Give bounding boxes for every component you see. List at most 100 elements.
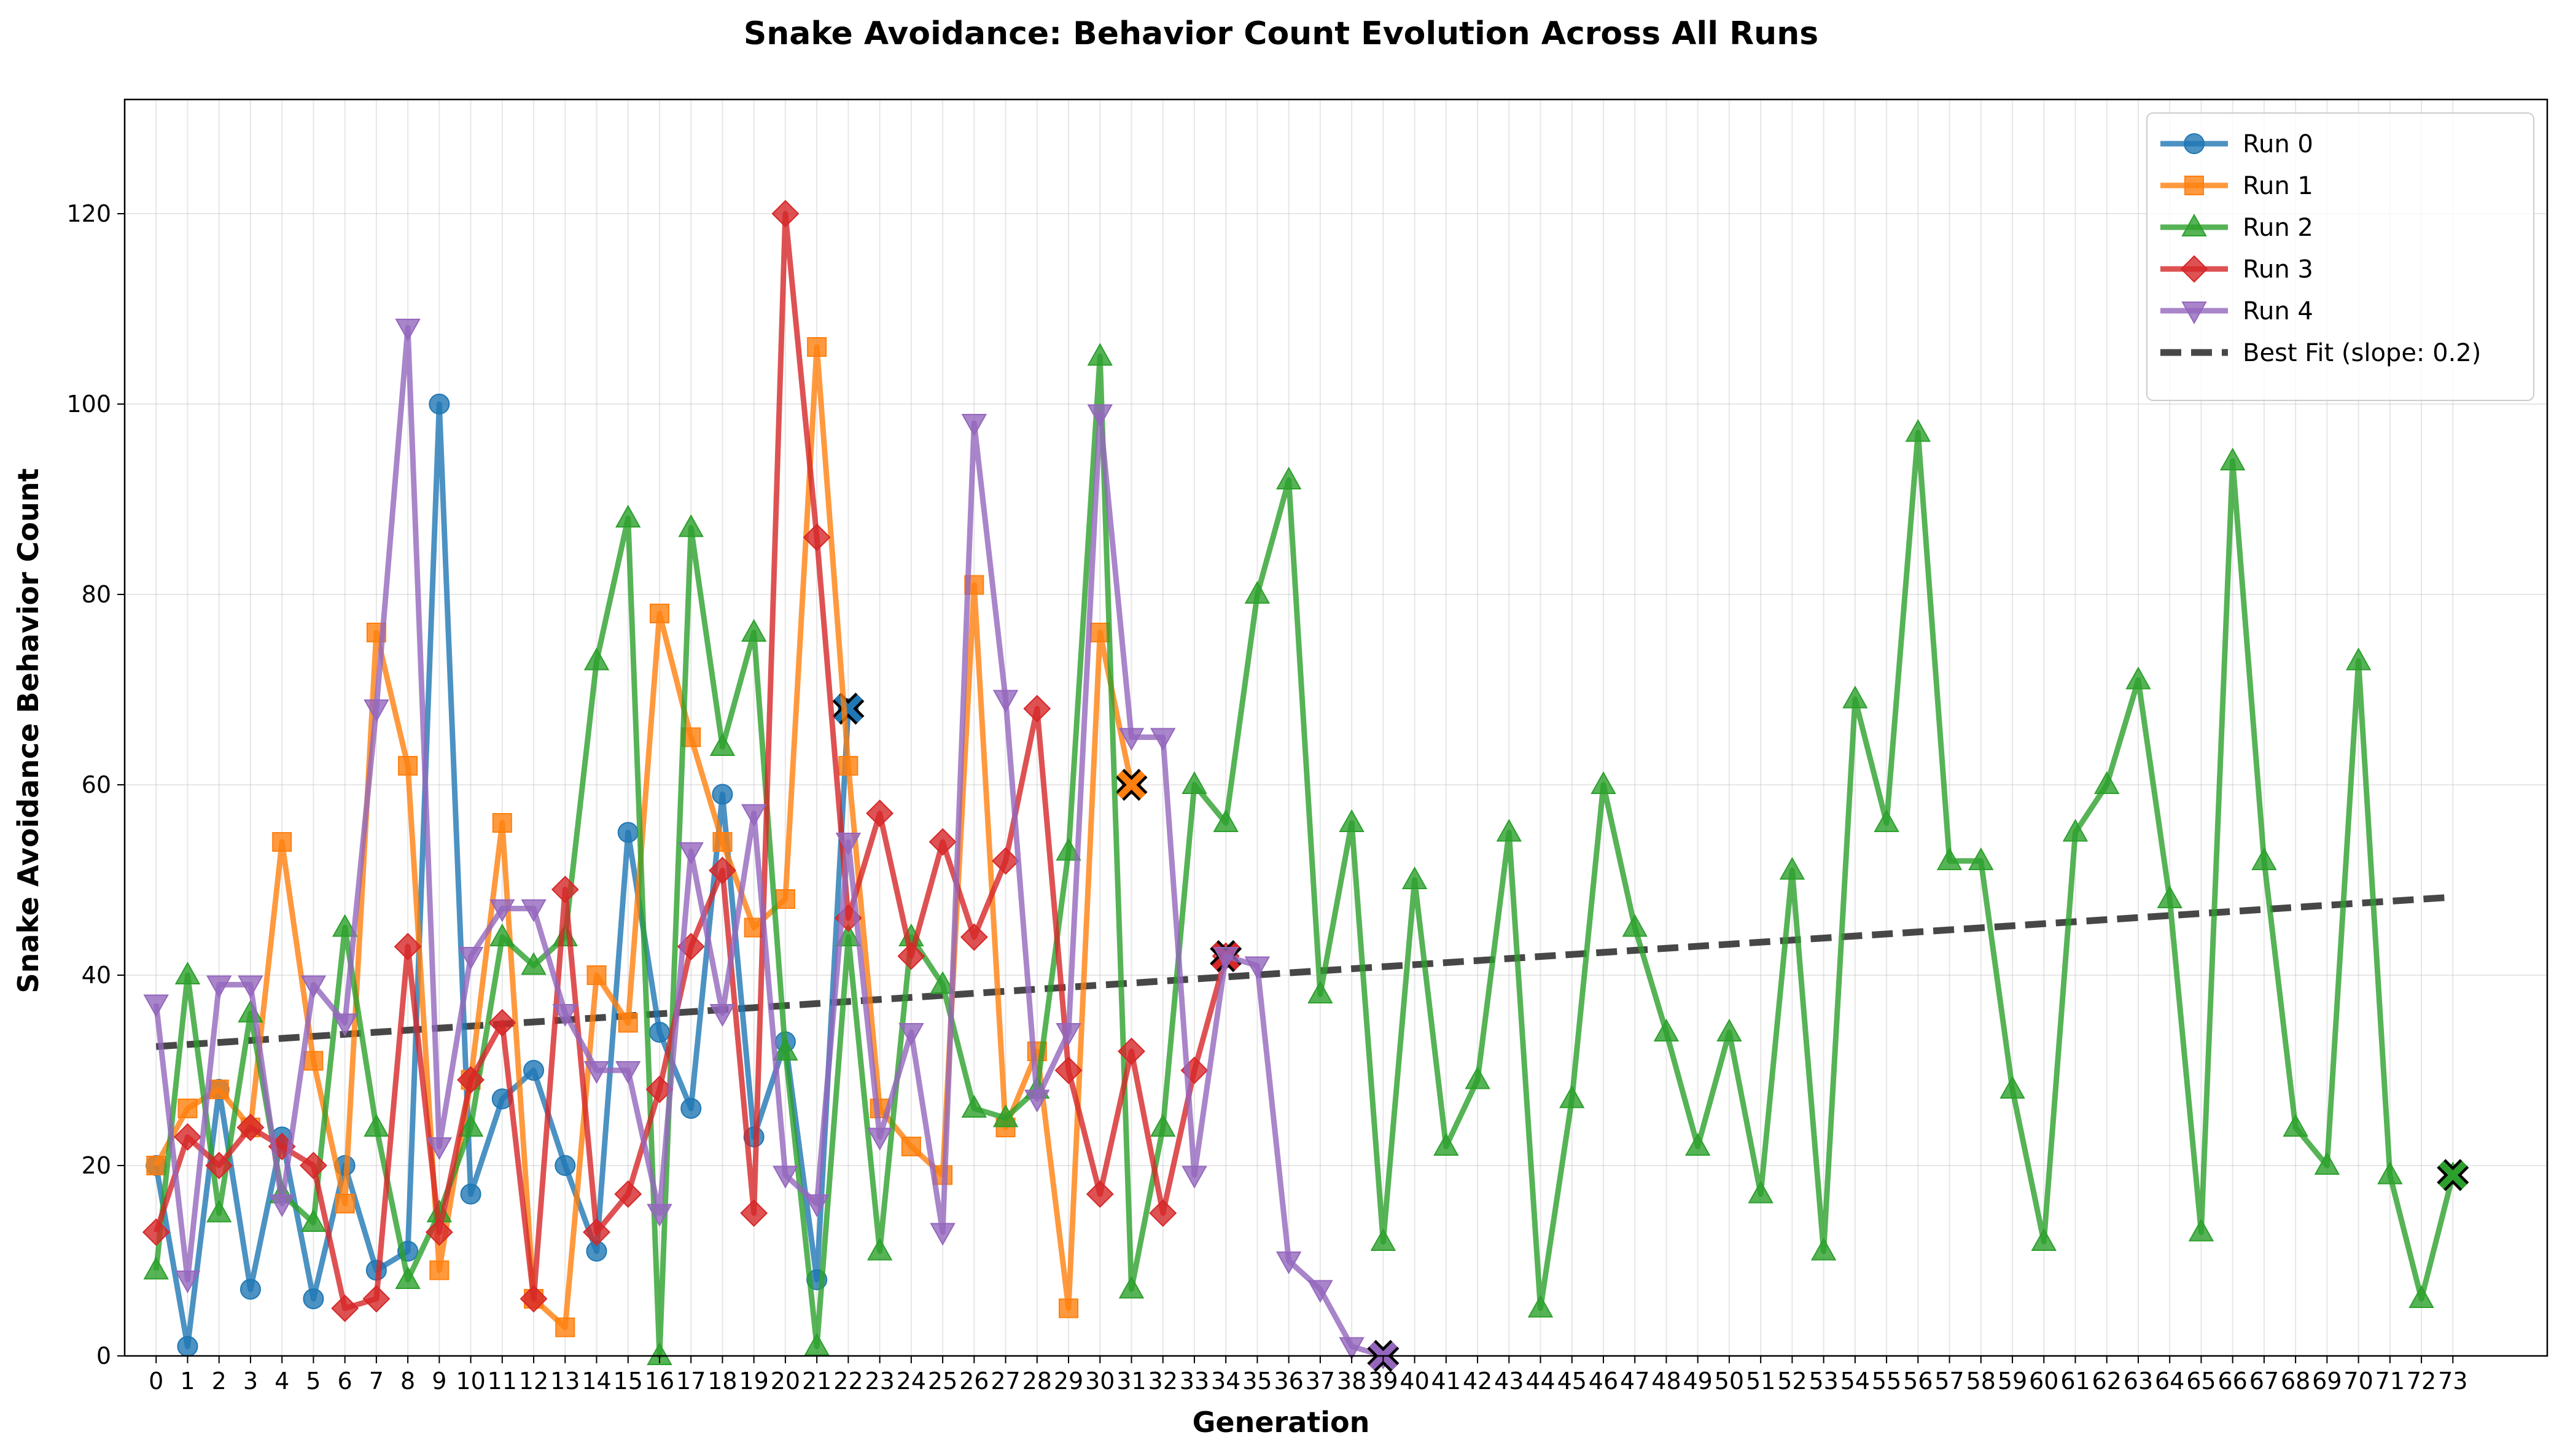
- y-tick-label: 20: [82, 1152, 111, 1179]
- x-tick-label: 18: [707, 1368, 737, 1395]
- data-point: [1401, 866, 1428, 889]
- data-point: [362, 1285, 391, 1313]
- x-tick-label: 37: [1306, 1368, 1335, 1395]
- y-tick-label: 80: [82, 581, 111, 608]
- y-axis-ticks: 0 20 40 60 80 100 120: [66, 200, 125, 1369]
- data-point: [618, 1013, 638, 1033]
- data-point: [206, 1199, 232, 1223]
- x-tick-label: 46: [1589, 1368, 1618, 1395]
- legend-label: Run 0: [2243, 130, 2313, 158]
- x-tick-label: 61: [2060, 1368, 2090, 1395]
- y-axis-label: Snake Avoidance Behavior Count: [12, 469, 45, 994]
- data-point: [1684, 1132, 1711, 1156]
- data-point: [1999, 1075, 2025, 1099]
- data-point: [583, 1061, 610, 1084]
- data-point: [680, 1098, 702, 1119]
- data-point: [2283, 1113, 2308, 1137]
- x-tick-label: 56: [1903, 1368, 1933, 1395]
- data-point: [300, 975, 327, 999]
- x-tick-label: 70: [2343, 1368, 2373, 1395]
- data-point: [552, 923, 578, 946]
- x-tick-label: 45: [1557, 1368, 1587, 1395]
- data-point: [1465, 1066, 1490, 1089]
- x-tick-label: 5: [306, 1368, 321, 1395]
- data-point: [1149, 1199, 1177, 1227]
- data-point: [1905, 419, 1931, 442]
- data-point: [429, 1260, 450, 1280]
- data-point: [143, 994, 169, 1018]
- data-point: [520, 1285, 548, 1313]
- data-point: [1087, 404, 1113, 427]
- x-tick-label: 66: [2217, 1368, 2247, 1395]
- data-point: [205, 1151, 233, 1180]
- data-point: [364, 1113, 389, 1137]
- x-tick-label: 73: [2438, 1368, 2467, 1395]
- data-point: [1086, 1180, 1114, 1208]
- x-tick-label: 11: [488, 1368, 517, 1395]
- data-point: [804, 1333, 830, 1356]
- data-point: [1622, 914, 1648, 937]
- data-point: [1244, 580, 1271, 604]
- data-point: [866, 1237, 893, 1261]
- data-point: [272, 832, 292, 852]
- data-point: [773, 1166, 798, 1189]
- data-point: [678, 842, 704, 865]
- data-point: [992, 690, 1019, 713]
- x-tick-label: 28: [1022, 1368, 1052, 1395]
- data-point: [239, 1279, 261, 1300]
- data-point: [143, 1256, 169, 1280]
- data-point: [177, 1336, 198, 1357]
- x-tick-label: 17: [676, 1368, 706, 1395]
- data-point: [712, 832, 733, 852]
- data-point: [992, 847, 1019, 875]
- data-point: [425, 1218, 453, 1246]
- data-point: [1307, 1280, 1333, 1303]
- data-point: [555, 1155, 576, 1176]
- data-point: [174, 1123, 201, 1151]
- x-tick-label: 58: [1966, 1368, 1996, 1395]
- x-tick-label: 43: [1494, 1368, 1524, 1395]
- y-tick-label: 0: [96, 1342, 111, 1369]
- legend-swatch-marker: [2180, 255, 2208, 283]
- chart-title: Snake Avoidance: Behavior Count Evolutio…: [744, 15, 1818, 52]
- series-line: [154, 344, 1134, 1330]
- series-layer: [142, 200, 2469, 1372]
- legend-entry: Run 4: [2160, 297, 2313, 325]
- series-run-2: [143, 343, 2469, 1365]
- x-tick-label: 63: [2124, 1368, 2153, 1395]
- data-point: [773, 1037, 798, 1061]
- data-point: [741, 804, 767, 827]
- data-point: [741, 618, 767, 642]
- data-point: [1182, 1166, 1207, 1189]
- data-point: [649, 604, 669, 623]
- legend-swatch-marker: [2184, 176, 2204, 195]
- data-point: [1118, 1275, 1145, 1299]
- data-point: [709, 733, 736, 756]
- data-point: [521, 899, 547, 922]
- data-point: [299, 1151, 327, 1180]
- data-point: [1591, 771, 1616, 794]
- data-point: [647, 1342, 672, 1365]
- data-point: [1307, 980, 1333, 1003]
- x-tick-label: 41: [1431, 1368, 1461, 1395]
- data-point: [1716, 1018, 1742, 1041]
- data-point: [551, 876, 579, 903]
- x-tick-label: 36: [1274, 1368, 1303, 1395]
- x-tick-label: 65: [2186, 1368, 2216, 1395]
- data-point: [615, 1061, 641, 1084]
- data-point: [866, 1127, 893, 1151]
- x-tick-label: 30: [1085, 1368, 1115, 1395]
- data-point: [1370, 1228, 1396, 1251]
- legend-entry: Run 2: [2160, 213, 2313, 242]
- x-tick-label: 62: [2092, 1368, 2122, 1395]
- data-point: [335, 1194, 355, 1213]
- data-point: [803, 523, 831, 551]
- data-point: [1023, 695, 1051, 723]
- data-point: [992, 1104, 1019, 1127]
- data-point: [238, 975, 263, 999]
- x-tick-label: 12: [519, 1368, 548, 1395]
- data-point: [2314, 1151, 2340, 1175]
- y-tick-label: 100: [66, 391, 111, 418]
- series-line: [153, 354, 2456, 1359]
